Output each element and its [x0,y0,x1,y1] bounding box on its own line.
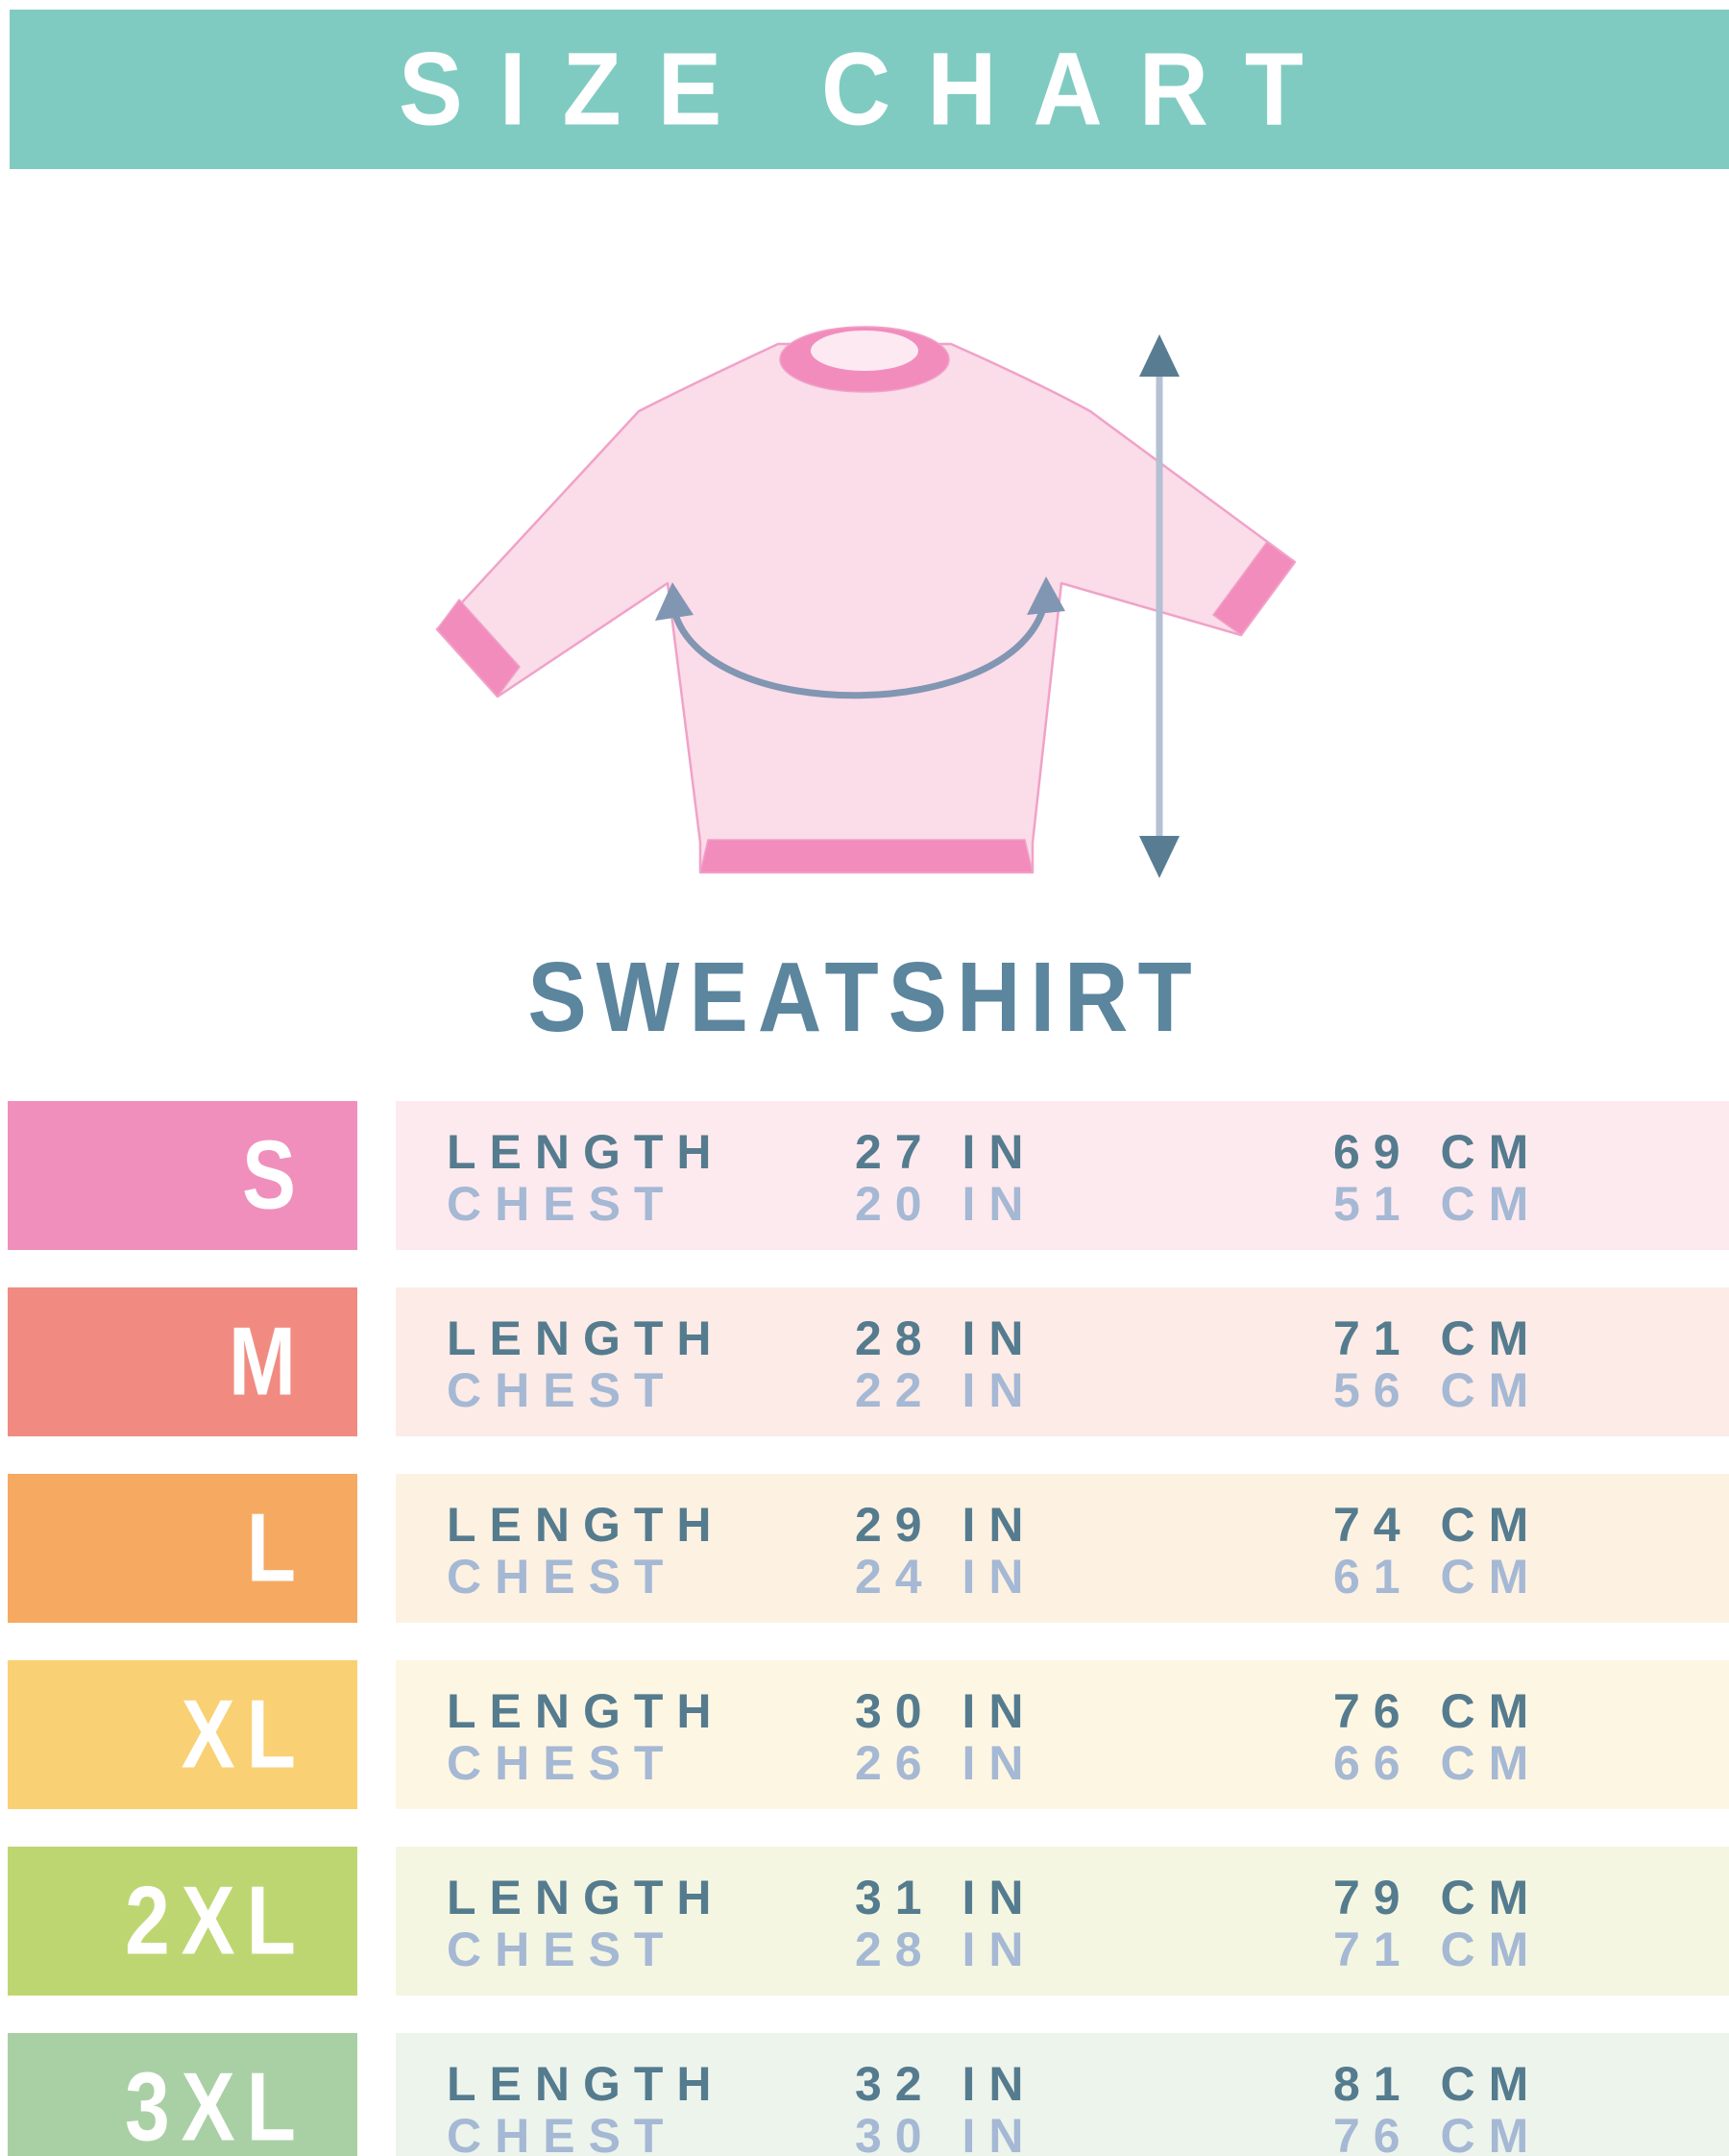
size-badge-text: L [246,1493,307,1603]
size-badge: 2XL [8,1847,357,1996]
chest-girth-arrow-icon [655,576,1065,699]
size-row-content: LENGTH 28 IN 71 CM CHEST 22 IN 56 CM [396,1287,1729,1436]
length-inches-value: 32 IN [855,2057,1037,2111]
length-inches-value: 30 IN [855,1684,1037,1738]
page-title: SIZE CHART [399,30,1340,147]
size-badge-text: 2XL [124,1866,307,1975]
size-row-content: LENGTH 30 IN 76 CM CHEST 26 IN 66 CM [396,1660,1729,1809]
size-row-content: LENGTH 27 IN 69 CM CHEST 20 IN 51 CM [396,1101,1729,1250]
size-row-2xl: 2XL LENGTH 31 IN 79 CM CHEST 28 IN 71 CM [8,1847,1729,1996]
length-cm-value: 76 CM [1333,1684,1543,1738]
size-row-3xl: 3XL LENGTH 32 IN 81 CM CHEST 30 IN 76 CM [8,2033,1729,2156]
chest-inches-value: 20 IN [855,1177,1037,1231]
size-badge-text: S [241,1120,307,1230]
length-cm-value: 69 CM [1333,1125,1543,1179]
chest-cm-value: 51 CM [1333,1177,1543,1231]
length-cm-value: 79 CM [1333,1871,1543,1924]
size-row-content: LENGTH 29 IN 74 CM CHEST 24 IN 61 CM [396,1474,1729,1623]
length-cm-value: 71 CM [1333,1311,1543,1365]
product-name: SWEATSHIRT [527,943,1202,1053]
measure-label-length: LENGTH [447,1871,725,1924]
sweatshirt-graphic [435,326,1297,878]
length-inches-value: 31 IN [855,1871,1037,1924]
chest-inches-value: 28 IN [855,1923,1037,1976]
length-cm-value: 81 CM [1333,2057,1543,2111]
measure-label-length: LENGTH [447,1684,725,1738]
chest-cm-value: 76 CM [1333,2109,1543,2156]
length-cm-value: 74 CM [1333,1498,1543,1552]
size-row-content: LENGTH 32 IN 81 CM CHEST 30 IN 76 CM [396,2033,1729,2156]
length-arrow-icon [1139,334,1180,878]
sweatshirt-body [435,342,1297,874]
measure-label-chest: CHEST [447,1177,677,1231]
size-badge: 3XL [8,2033,357,2156]
size-badge-text: XL [181,1679,307,1789]
measure-label-chest: CHEST [447,1550,677,1604]
measure-label-length: LENGTH [447,1311,725,1365]
measure-label-length: LENGTH [447,1125,725,1179]
size-row-content: LENGTH 31 IN 79 CM CHEST 28 IN 71 CM [396,1847,1729,1996]
size-badge-text: 3XL [124,2052,307,2156]
chest-inches-value: 24 IN [855,1550,1037,1604]
left-cuff-band [436,598,521,698]
measure-label-length: LENGTH [447,1498,725,1552]
hem-band [699,839,1034,873]
length-inches-value: 27 IN [855,1125,1037,1179]
size-badge: M [8,1287,357,1436]
chest-cm-value: 66 CM [1333,1736,1543,1790]
right-cuff-band [1211,540,1297,637]
chest-cm-value: 61 CM [1333,1550,1543,1604]
chest-inches-value: 30 IN [855,2109,1037,2156]
chest-inches-value: 26 IN [855,1736,1037,1790]
length-inches-value: 28 IN [855,1311,1037,1365]
header-banner: SIZE CHART [10,10,1729,169]
size-badge: L [8,1474,357,1623]
size-row-m: M LENGTH 28 IN 71 CM CHEST 22 IN 56 CM [8,1287,1729,1436]
length-inches-value: 29 IN [855,1498,1037,1552]
size-badge-text: M [229,1307,307,1416]
chest-inches-value: 22 IN [855,1363,1037,1417]
sweatshirt-illustration [336,317,1393,980]
size-row-s: S LENGTH 27 IN 69 CM CHEST 20 IN 51 CM [8,1101,1729,1250]
size-row-l: L LENGTH 29 IN 74 CM CHEST 24 IN 61 CM [8,1474,1729,1623]
size-badge: S [8,1101,357,1250]
size-badge: XL [8,1660,357,1809]
size-row-xl: XL LENGTH 30 IN 76 CM CHEST 26 IN 66 CM [8,1660,1729,1809]
measure-label-chest: CHEST [447,2109,677,2156]
measure-label-chest: CHEST [447,1736,677,1790]
chest-cm-value: 71 CM [1333,1923,1543,1976]
chest-cm-value: 56 CM [1333,1363,1543,1417]
collar-opening [811,331,918,371]
measure-label-chest: CHEST [447,1923,677,1976]
measure-label-chest: CHEST [447,1363,677,1417]
measure-label-length: LENGTH [447,2057,725,2111]
